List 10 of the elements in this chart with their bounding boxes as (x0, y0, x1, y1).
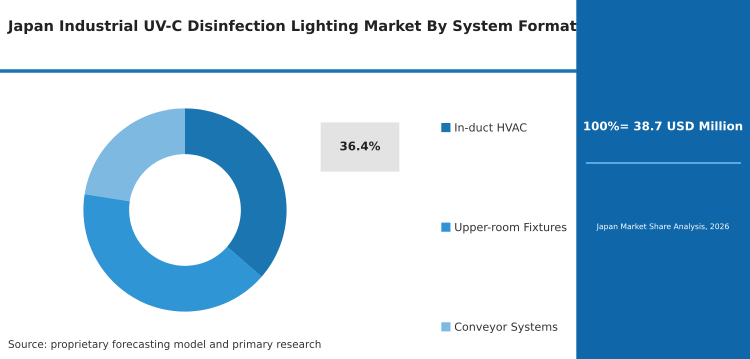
donut-slice (84, 108, 185, 202)
text: 100%= 38.7 USD Million (584, 121, 742, 130)
legend-label: Upper-room Fixtures (455, 222, 566, 234)
legend-label: Conveyor Systems (454, 322, 558, 334)
donut-slice (185, 108, 287, 277)
data-label: 36.4% (340, 141, 380, 150)
chart-title: Japan Industrial UV-C Disinfection Lighting Market By System Format (7, 20, 576, 34)
donut-slice (83, 194, 262, 312)
legend-label: In-duct HVAC (455, 123, 526, 132)
source-note: Source: proprietary forecasting model and primary research (8, 340, 320, 350)
